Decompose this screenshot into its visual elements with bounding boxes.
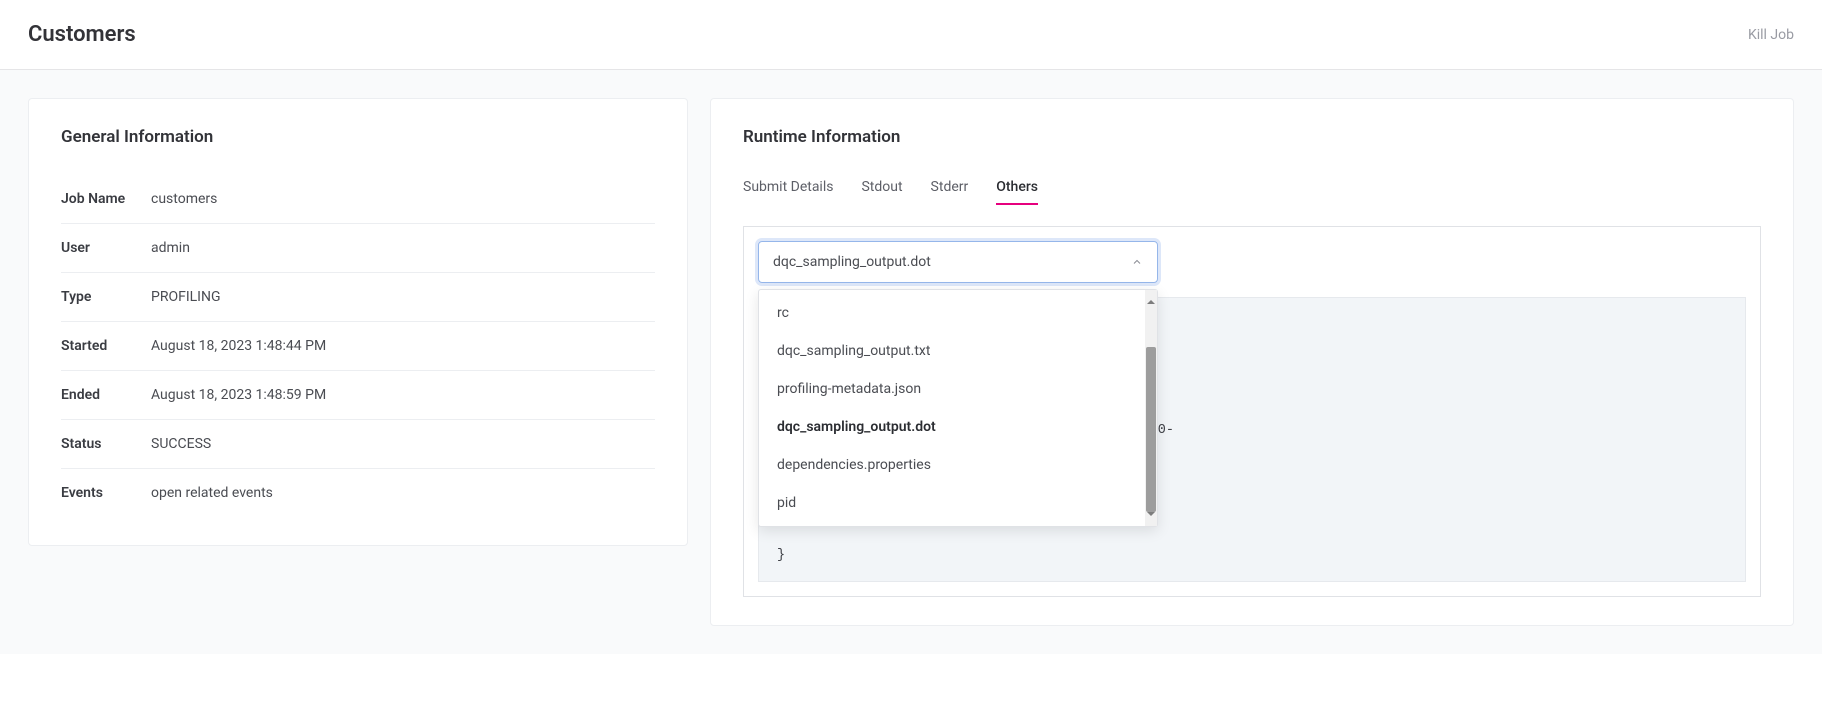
chevron-up-icon (1131, 256, 1143, 268)
file-select[interactable]: dqc_sampling_output.dot (758, 241, 1158, 283)
info-label: User (61, 240, 151, 256)
file-select-dropdown: rc dqc_sampling_output.txt profiling-met… (758, 289, 1158, 527)
info-row-user: User admin (61, 224, 655, 273)
runtime-info-card: Runtime Information Submit Details Stdou… (710, 98, 1794, 626)
tab-others[interactable]: Others (996, 171, 1038, 205)
kill-job-button[interactable]: Kill Job (1748, 27, 1794, 43)
tab-stderr[interactable]: Stderr (931, 171, 969, 205)
info-label: Status (61, 436, 151, 452)
info-row-status: Status SUCCESS (61, 420, 655, 469)
dropdown-option[interactable]: dependencies.properties (759, 446, 1157, 484)
general-info-heading: General Information (61, 127, 655, 147)
info-row-job-name: Job Name customers (61, 175, 655, 224)
page-title: Customers (28, 22, 136, 47)
dropdown-scrollbar[interactable] (1145, 290, 1157, 526)
runtime-info-heading: Runtime Information (743, 127, 1761, 147)
scrollbar-thumb[interactable] (1146, 347, 1156, 512)
info-label: Ended (61, 387, 151, 403)
info-label: Job Name (61, 191, 151, 207)
runtime-tabs: Submit Details Stdout Stderr Others (743, 171, 1761, 206)
dropdown-option[interactable]: dqc_sampling_output.txt (759, 332, 1157, 370)
info-row-type: Type PROFILING (61, 273, 655, 322)
info-value: August 18, 2023 1:48:44 PM (151, 338, 326, 354)
file-select-wrapper: dqc_sampling_output.dot rc dqc_sampling_… (744, 227, 1760, 283)
dropdown-option[interactable]: profiling-metadata.json (759, 370, 1157, 408)
info-row-ended: Ended August 18, 2023 1:48:59 PM (61, 371, 655, 420)
info-value: PROFILING (151, 289, 221, 305)
info-value: SUCCESS (151, 436, 211, 452)
info-label: Started (61, 338, 151, 354)
info-row-started: Started August 18, 2023 1:48:44 PM (61, 322, 655, 371)
info-value: admin (151, 240, 190, 256)
dropdown-option[interactable]: rc (759, 294, 1157, 332)
info-label: Type (61, 289, 151, 305)
info-value: customers (151, 191, 217, 207)
tab-submit-details[interactable]: Submit Details (743, 171, 833, 205)
open-related-events-link[interactable]: open related events (151, 485, 273, 501)
info-label: Events (61, 485, 151, 501)
general-info-card: General Information Job Name customers U… (28, 98, 688, 546)
file-select-value: dqc_sampling_output.dot (773, 254, 931, 270)
others-panel: dqc_sampling_output.dot rc dqc_sampling_… (743, 226, 1761, 597)
info-value: August 18, 2023 1:48:59 PM (151, 387, 326, 403)
dropdown-option-selected[interactable]: dqc_sampling_output.dot (759, 408, 1157, 446)
info-row-events: Events open related events (61, 469, 655, 517)
dropdown-option[interactable]: pid (759, 484, 1157, 522)
tab-stdout[interactable]: Stdout (861, 171, 902, 205)
page-header: Customers Kill Job (0, 0, 1822, 70)
content-area: General Information Job Name customers U… (0, 70, 1822, 654)
